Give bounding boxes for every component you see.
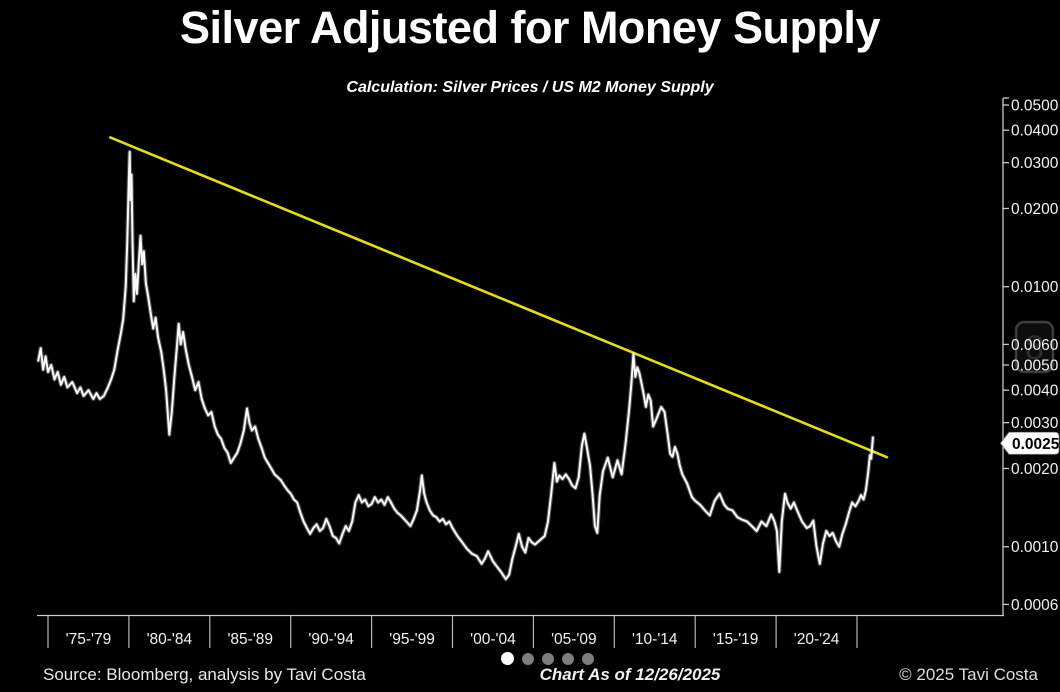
x-axis-label: '95-'99: [389, 631, 435, 648]
x-axis-label: '90-'94: [308, 631, 354, 648]
carousel-dot-2[interactable]: [522, 652, 534, 665]
carousel-dot-1[interactable]: [501, 652, 514, 665]
silver-m2-series-line: [37, 150, 874, 581]
y-axis-tick-label: 0.0300: [1011, 155, 1059, 172]
source-credit: Source: Bloomberg, analysis by Tavi Cost…: [43, 665, 366, 684]
y-axis-tick-label: 0.0040: [1011, 383, 1059, 400]
x-axis-label: '85-'89: [227, 631, 273, 648]
x-axis-label: '05-'09: [551, 631, 597, 648]
x-axis: '75-'79 '80-'84 '85-'89 '90-'94 '95-'99 '00-'…: [37, 614, 1004, 648]
y-axis-tick-label: 0.0010: [1011, 539, 1059, 556]
ghost-marker-artifact-glyph: 8: [1025, 329, 1044, 367]
carousel-dot-5[interactable]: [582, 652, 594, 665]
y-axis-tick-label: 0.0500: [1011, 98, 1059, 115]
y-axis-tick-label: 0.0200: [1011, 201, 1059, 218]
chart-as-of-date: Chart As of 12/26/2025: [539, 665, 721, 684]
x-axis-label: '00-'04: [470, 631, 516, 648]
chart-subtitle: Calculation: Silver Prices / US M2 Money…: [346, 79, 714, 96]
y-axis-tick-label: 0.0030: [1011, 415, 1059, 432]
y-axis-tick-label: 0.0060: [1011, 337, 1059, 354]
carousel-dots: [501, 652, 594, 665]
x-axis-label: '75-'79: [66, 631, 112, 648]
y-axis-tick-label: 0.0400: [1011, 123, 1059, 140]
current-value-label: 0.0025: [1012, 436, 1060, 453]
current-value-tag: [999, 431, 1060, 455]
x-axis-label: '10-'14: [632, 631, 678, 648]
x-axis-label: '15-'19: [713, 631, 759, 648]
copyright-notice: © 2025 Tavi Costa: [899, 665, 1038, 684]
x-axis-label: '20-'24: [794, 631, 840, 648]
x-axis-label: '80-'84: [147, 631, 193, 648]
y-axis-tick-label: 0.0050: [1011, 358, 1059, 375]
page-title: Silver Adjusted for Money Supply: [180, 2, 880, 53]
y-axis-tick-label: 0.0100: [1011, 279, 1059, 296]
ghost-marker-artifact: [1014, 320, 1055, 374]
y-axis-tick-label: 0.0020: [1011, 461, 1059, 478]
y-axis-tick-label: 0.0006: [1011, 597, 1058, 614]
carousel-dot-3[interactable]: [542, 652, 554, 665]
y-axis: 0.0500 0.0400 0.0300 0.0200 0.0100 0.0060 0.00…: [1002, 97, 1059, 616]
resistance-trendline: [108, 136, 889, 459]
carousel-dot-4[interactable]: [562, 652, 574, 665]
